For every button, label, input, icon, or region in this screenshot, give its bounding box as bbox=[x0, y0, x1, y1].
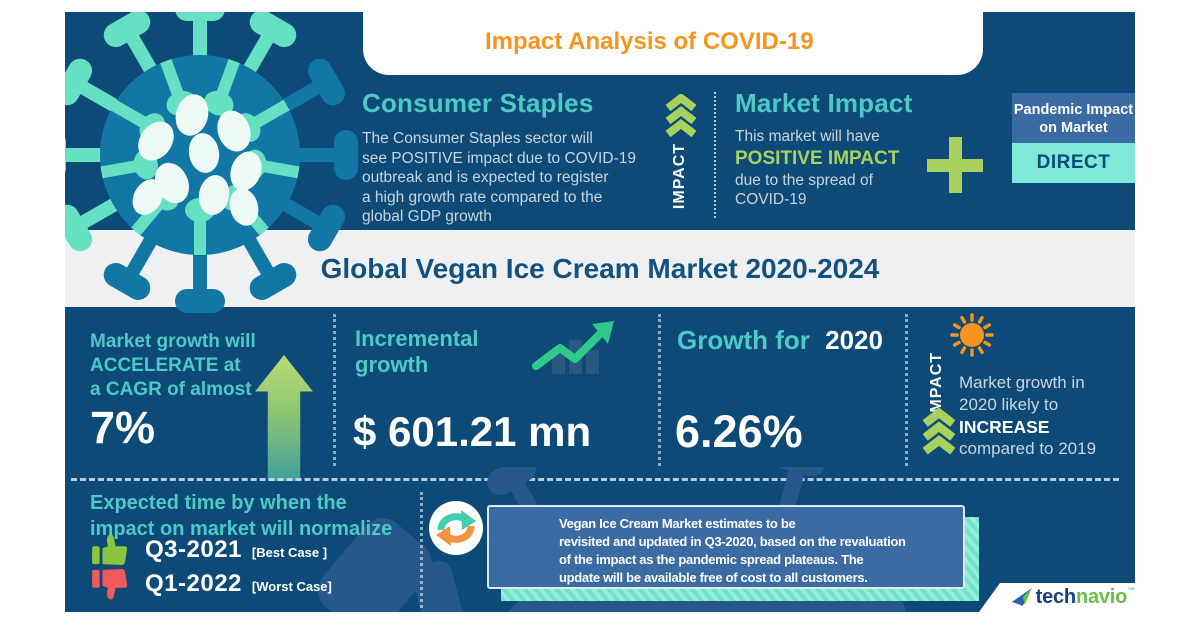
vertical-dotted-divider bbox=[333, 314, 336, 466]
normalize-title-line: impact on market will normalize bbox=[90, 518, 393, 540]
virus-orange-icon bbox=[950, 313, 994, 357]
brand-name-part2: navio bbox=[1075, 586, 1128, 608]
market-impact-block: Market Impact This market will have POSI… bbox=[735, 88, 965, 210]
increase-label: INCREASE bbox=[959, 417, 1050, 437]
brand-banner: technavio™ bbox=[979, 583, 1135, 612]
incremental-growth-value: $ 601.21 mn bbox=[353, 408, 592, 455]
growth-2020-label: Growth for 2020 bbox=[677, 325, 883, 356]
positive-impact-label: POSITIVE IMPACT bbox=[735, 147, 900, 169]
header-banner: Impact Analysis of COVID-19 bbox=[363, 12, 983, 75]
cagr-line: ACCELERATE at bbox=[90, 355, 241, 376]
normalize-title: Expected time by when the impact on mark… bbox=[90, 490, 392, 542]
horizontal-dashed-divider bbox=[71, 478, 1119, 481]
trend-up-icon bbox=[532, 321, 614, 374]
cagr-text-block: Market growth will ACCELERATE at a CAGR … bbox=[90, 330, 256, 402]
worst-case-label: [Worst Case] bbox=[251, 578, 332, 594]
best-case-row: Q3-2021 [Best Case ] bbox=[91, 534, 327, 566]
worst-case-row: Q1-2022 [Worst Case] bbox=[91, 568, 332, 600]
market-impact-line: This market will have bbox=[735, 128, 880, 145]
vertical-dotted-divider bbox=[658, 314, 661, 466]
notice-line: Vegan Ice Cream Market estimates to be bbox=[559, 516, 796, 531]
impact-vertical-label: IMPACT bbox=[671, 142, 688, 210]
chevrons-up-icon bbox=[922, 408, 956, 455]
impact-2020-line: Market growth in bbox=[959, 373, 1085, 392]
market-title-band: Global Vegan Ice Cream Market 2020-2024 bbox=[65, 230, 1135, 307]
best-case-label: [Best Case ] bbox=[251, 544, 328, 560]
consumer-staples-title: Consumer Staples bbox=[362, 88, 594, 118]
brand-name: technavio™ bbox=[1036, 586, 1135, 609]
market-impact-line: COVID-19 bbox=[735, 191, 807, 208]
virus-illustration-icon bbox=[65, 12, 358, 313]
impact-2020-line: 2020 likely to bbox=[959, 395, 1059, 414]
vertical-dotted-divider bbox=[714, 92, 716, 218]
poster: Global Vegan Ice Cream Market 2020-2024 bbox=[65, 12, 1135, 612]
cagr-value: 7% bbox=[90, 402, 156, 453]
consumer-staples-line: outbreak and is expected to register bbox=[362, 169, 609, 186]
vertical-dotted-divider bbox=[420, 492, 423, 608]
notice-box: Vegan Ice Cream Market estimates to be r… bbox=[487, 505, 965, 589]
plus-icon bbox=[949, 137, 962, 193]
direct-badge: DIRECT bbox=[1012, 143, 1135, 183]
market-impact-title: Market Impact bbox=[735, 88, 913, 118]
brand-name-part1: tech bbox=[1035, 586, 1077, 608]
notice-line: update will be available free of cost to… bbox=[559, 570, 868, 585]
cagr-line: Market growth will bbox=[90, 331, 256, 352]
thumbs-down-icon bbox=[92, 568, 128, 600]
consumer-staples-line: global GDP growth bbox=[362, 208, 492, 225]
incremental-growth-title: Incremental growth bbox=[355, 326, 479, 377]
normalize-title-line: Expected time by when the bbox=[90, 492, 347, 514]
growth-year-text: 2020 bbox=[825, 325, 883, 355]
market-title: Global Vegan Ice Cream Market 2020-2024 bbox=[320, 253, 880, 284]
notice-line: of the impact as the pandemic spread pla… bbox=[559, 552, 864, 567]
chevrons-up-icon bbox=[665, 94, 697, 138]
growth-2020-value: 6.26% bbox=[675, 406, 803, 457]
vertical-dotted-divider bbox=[905, 314, 908, 466]
header-title: Impact Analysis of COVID-19 bbox=[485, 28, 814, 55]
consumer-staples-block: Consumer Staples The Consumer Staples se… bbox=[362, 88, 682, 227]
impact-2020-text: Market growth in 2020 likely to INCREASE… bbox=[959, 372, 1135, 460]
impact-2020-line: compared to 2019 bbox=[959, 439, 1097, 458]
best-case-value: Q3-2021 bbox=[145, 536, 242, 563]
worst-case-value: Q1-2022 bbox=[145, 570, 242, 597]
growth-for-text: Growth for bbox=[677, 325, 810, 355]
consumer-staples-line: The Consumer Staples sector will bbox=[362, 130, 593, 147]
cagr-line: a CAGR of almost bbox=[90, 379, 252, 400]
market-impact-line: due to the spread of bbox=[735, 171, 873, 189]
consumer-staples-line: a high growth rate compared to the bbox=[362, 188, 603, 206]
refresh-icon bbox=[428, 500, 484, 556]
brand-trademark: ™ bbox=[1127, 586, 1135, 595]
technavio-logo-icon bbox=[1012, 587, 1032, 606]
thumbs-up-icon bbox=[92, 534, 128, 566]
pandemic-impact-box: Pandemic Impact on Market bbox=[1012, 93, 1135, 143]
notice-line: revisited and updated in Q3-2020, based … bbox=[559, 534, 906, 549]
consumer-staples-line: see POSITIVE impact due to COVID-19 bbox=[362, 149, 636, 167]
